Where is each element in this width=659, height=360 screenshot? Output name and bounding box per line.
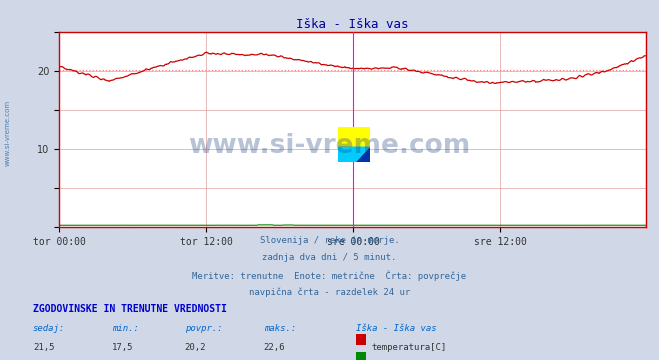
Polygon shape [338,147,370,162]
Text: min.:: min.: [112,324,139,333]
Text: zadnja dva dni / 5 minut.: zadnja dva dni / 5 minut. [262,253,397,262]
Text: maks.:: maks.: [264,324,296,333]
Text: sedaj:: sedaj: [33,324,65,333]
Text: Meritve: trenutne  Enote: metrične  Črta: povprečje: Meritve: trenutne Enote: metrične Črta: … [192,270,467,281]
Polygon shape [338,127,370,147]
Text: www.si-vreme.com: www.si-vreme.com [5,100,11,166]
Polygon shape [356,147,370,162]
Text: ZGODOVINSKE IN TRENUTNE VREDNOSTI: ZGODOVINSKE IN TRENUTNE VREDNOSTI [33,304,227,314]
Text: 17,5: 17,5 [112,343,134,352]
Text: 22,6: 22,6 [264,343,285,352]
Title: Iška - Iška vas: Iška - Iška vas [297,18,409,31]
Text: www.si-vreme.com: www.si-vreme.com [188,133,471,159]
Text: navpična črta - razdelek 24 ur: navpična črta - razdelek 24 ur [249,288,410,297]
Text: 21,5: 21,5 [33,343,55,352]
Text: 20,2: 20,2 [185,343,206,352]
Text: temperatura[C]: temperatura[C] [372,343,447,352]
Text: Slovenija / reke in morje.: Slovenija / reke in morje. [260,236,399,245]
Text: povpr.:: povpr.: [185,324,222,333]
Text: Iška - Iška vas: Iška - Iška vas [356,324,436,333]
